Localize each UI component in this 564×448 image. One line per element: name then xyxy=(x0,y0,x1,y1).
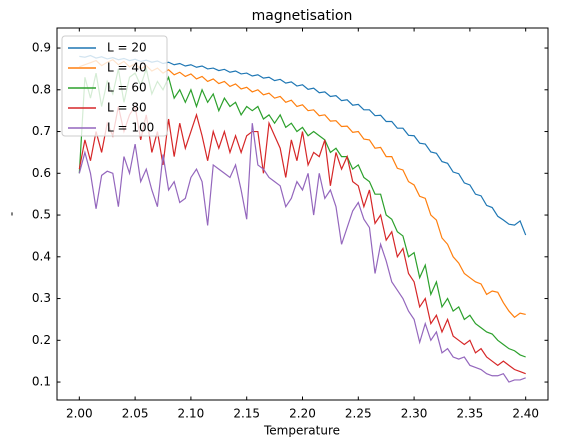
legend-label: L = 20 xyxy=(107,41,147,55)
line-series xyxy=(78,123,526,383)
y-tick-label: 0.6 xyxy=(32,166,51,180)
line-series xyxy=(78,104,526,375)
x-tick-label: 2.40 xyxy=(512,407,539,421)
legend-label: L = 60 xyxy=(107,81,147,95)
legend-box xyxy=(61,35,168,137)
x-axis-label: Temperature xyxy=(263,424,340,438)
x-tick-label: 2.00 xyxy=(66,407,93,421)
x-tick-label: 2.15 xyxy=(233,407,260,421)
legend-label: L = 40 xyxy=(107,61,147,75)
x-tick-label: 2.30 xyxy=(401,407,428,421)
legend-label: L = 100 xyxy=(107,121,154,135)
y-axis-label: - xyxy=(5,212,19,216)
y-tick-label: 0.3 xyxy=(32,291,51,305)
x-tick-label: 2.05 xyxy=(122,407,149,421)
y-tick-label: 0.1 xyxy=(32,375,51,389)
x-tick-label: 2.25 xyxy=(345,407,372,421)
y-tick-label: 0.5 xyxy=(32,208,51,222)
x-tick-label: 2.10 xyxy=(178,407,205,421)
y-tick-label: 0.8 xyxy=(32,82,51,96)
x-tick-label: 2.20 xyxy=(289,407,316,421)
legend-label: L = 80 xyxy=(107,101,147,115)
x-tick-label: 2.35 xyxy=(457,407,484,421)
y-tick-label: 0.9 xyxy=(32,41,51,55)
y-tick-label: 0.2 xyxy=(32,333,51,347)
y-tick-label: 0.4 xyxy=(32,249,51,263)
y-tick-label: 0.7 xyxy=(32,124,51,138)
chart-title: magnetisation xyxy=(252,8,353,24)
